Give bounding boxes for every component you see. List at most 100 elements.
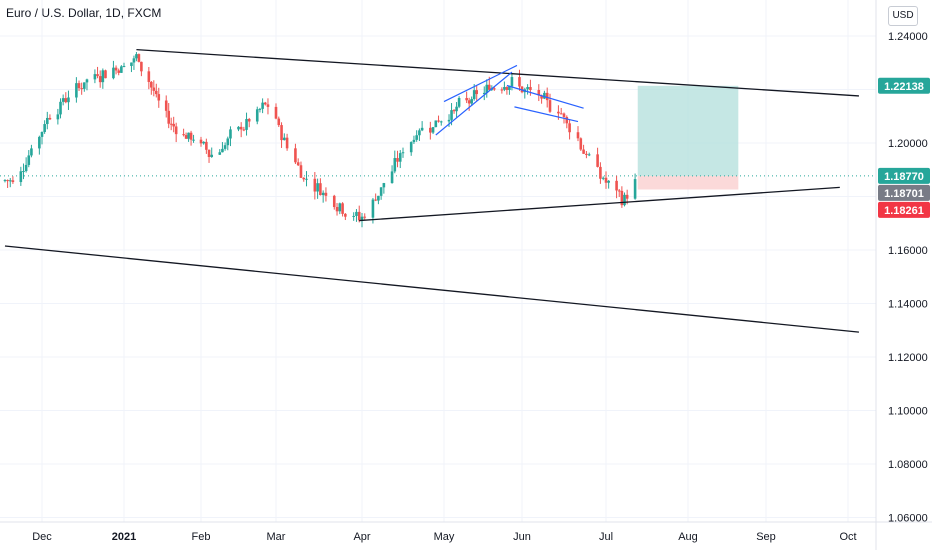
currency-button[interactable]: USD — [888, 6, 918, 26]
candle-body — [104, 70, 107, 79]
candle-body — [355, 211, 358, 216]
candle-body — [321, 192, 325, 196]
candle-body — [587, 154, 591, 156]
x-tick-label: 2021 — [112, 531, 136, 543]
candle-body — [418, 130, 421, 136]
candle-body — [338, 203, 342, 212]
candle-body — [294, 148, 297, 163]
candle-body — [182, 134, 185, 136]
x-tick-label: Dec — [32, 531, 52, 543]
candle-body — [30, 148, 33, 156]
trendline — [136, 48, 859, 97]
candle-body — [363, 216, 367, 218]
candle-body — [255, 109, 259, 122]
candle-body — [390, 171, 394, 184]
candle-body — [470, 99, 473, 104]
candle-body — [150, 81, 153, 88]
candle-body — [189, 132, 193, 140]
stop-price-box — [878, 201, 930, 218]
candle-body — [122, 65, 126, 67]
y-tick-label: 1.08000 — [888, 459, 928, 471]
candle-body — [585, 153, 588, 155]
candle-body — [344, 213, 347, 217]
candle-body — [545, 92, 549, 101]
x-tick-label: May — [434, 531, 455, 543]
target-price-box — [878, 77, 930, 94]
candle-body — [64, 98, 68, 103]
candle-body — [229, 129, 232, 139]
candle-body — [599, 166, 602, 179]
candle-body — [221, 148, 224, 153]
candle-body — [205, 141, 208, 150]
candle-body — [280, 125, 283, 141]
candle-body — [114, 67, 118, 71]
candle-body — [434, 120, 438, 128]
candle-body — [40, 132, 44, 137]
candle-body — [313, 178, 317, 192]
candle-body — [467, 100, 471, 104]
candle-body — [437, 120, 440, 122]
candle-body — [19, 171, 23, 183]
candle-body — [27, 155, 31, 165]
candle-body — [576, 132, 580, 139]
candle-body — [207, 149, 211, 157]
candle-body — [277, 118, 281, 126]
candle-body — [187, 132, 190, 139]
candle-body — [226, 138, 230, 146]
candle-body — [615, 180, 618, 191]
candle-body — [38, 136, 41, 149]
candle-body — [3, 180, 7, 182]
candle-body — [540, 95, 543, 99]
chart-title: Euro / U.S. Dollar, 1D, FXCM — [6, 6, 162, 20]
candle-body — [167, 110, 171, 124]
candle-body — [85, 79, 89, 83]
candle-body — [266, 104, 270, 107]
candle-body — [352, 215, 355, 217]
target-price-box-label: 1.22138 — [884, 81, 924, 93]
candle-body — [431, 127, 435, 133]
candle-body — [157, 94, 161, 101]
candle-body — [117, 70, 121, 73]
pattern-line — [435, 71, 513, 136]
candle-body — [302, 177, 306, 180]
candle-body — [210, 154, 214, 157]
candle-body — [633, 179, 637, 199]
y-tick-label: 1.14000 — [888, 299, 928, 311]
candle-body — [379, 187, 383, 196]
candle-body — [529, 87, 532, 90]
candle-body — [169, 123, 173, 125]
candle-body — [45, 117, 49, 125]
candle-body — [382, 183, 386, 188]
candle-body — [377, 195, 380, 201]
candle-body — [623, 194, 626, 206]
candle-body — [568, 123, 571, 133]
candle-body — [510, 77, 514, 87]
candle-body — [401, 152, 405, 154]
candle-body — [319, 183, 322, 196]
candle-body — [617, 190, 621, 192]
candle-body — [450, 110, 453, 120]
candle-body — [557, 111, 560, 114]
candle-body — [283, 137, 286, 141]
candle-body — [56, 114, 60, 120]
candle-body — [24, 164, 28, 172]
candle-body — [258, 108, 262, 110]
candle-body — [487, 84, 491, 90]
candle-body — [135, 54, 138, 59]
candle-body — [374, 199, 377, 201]
candle-body — [324, 192, 328, 196]
candle-body — [341, 203, 344, 214]
candle-body — [80, 88, 83, 90]
candle-body — [83, 82, 86, 89]
candle-body — [6, 180, 9, 182]
candle-body — [409, 142, 413, 153]
candle-body — [620, 190, 624, 206]
candle-body — [132, 58, 136, 63]
position-zones — [0, 85, 876, 190]
candle-body — [396, 158, 399, 162]
candle-body — [371, 199, 375, 218]
candle-body — [316, 183, 319, 192]
candle-body — [505, 87, 509, 90]
candle-body — [242, 129, 246, 131]
